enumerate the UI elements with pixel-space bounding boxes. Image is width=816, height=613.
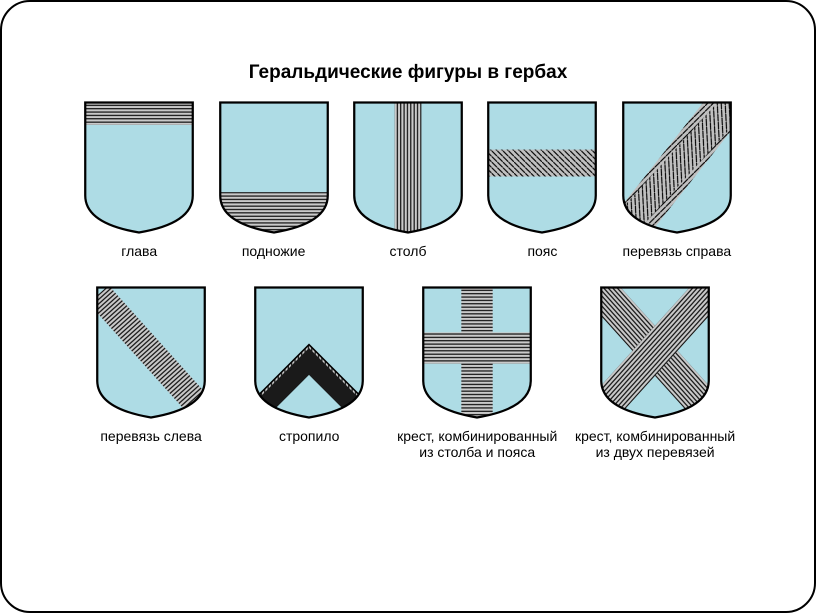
caption: крест, комбинированный из двух перевязей [566, 428, 744, 460]
shield-poyas [486, 100, 598, 235]
shield-cell-glava: глава [72, 100, 206, 259]
shield-glava [83, 100, 195, 235]
shield-krest-pryamoy [421, 285, 533, 420]
row-2: перевязь слева [42, 285, 774, 460]
caption: столб [390, 243, 427, 259]
shield-stolb [352, 100, 464, 235]
shield-perevyaz-sprava [621, 100, 733, 235]
shield-cell-krest-pryamoy: крест, комбинированный из столба и пояса [388, 285, 566, 460]
caption: глава [121, 243, 157, 259]
caption: стропило [279, 428, 340, 444]
caption: перевязь слева [100, 428, 201, 444]
shield-cell-podnozhie: подножие [206, 100, 340, 259]
shield-cell-poyas: пояс [475, 100, 609, 259]
shield-cell-perevyaz-sleva: перевязь слева [72, 285, 230, 444]
caption: подножие [242, 243, 306, 259]
shield-cell-perevyaz-sprava: перевязь справа [610, 100, 744, 259]
row-1: глава подножие [42, 100, 774, 259]
shield-podnozhie [218, 100, 330, 235]
shield-cell-stolb: столб [341, 100, 475, 259]
caption: перевязь справа [623, 243, 732, 259]
caption: пояс [527, 243, 557, 259]
page-title: Геральдические фигуры в гербах [42, 62, 774, 84]
shield-cell-krest-kosoy: крест, комбинированный из двух перевязей [566, 285, 744, 460]
shield-stropilo [253, 285, 365, 420]
caption: крест, комбинированный из столба и пояса [388, 428, 566, 460]
shield-perevyaz-sleva [95, 285, 207, 420]
slide-frame: Геральдические фигуры в гербах [0, 0, 816, 613]
shield-krest-kosoy [599, 285, 711, 420]
shield-cell-stropilo: стропило [230, 285, 388, 444]
